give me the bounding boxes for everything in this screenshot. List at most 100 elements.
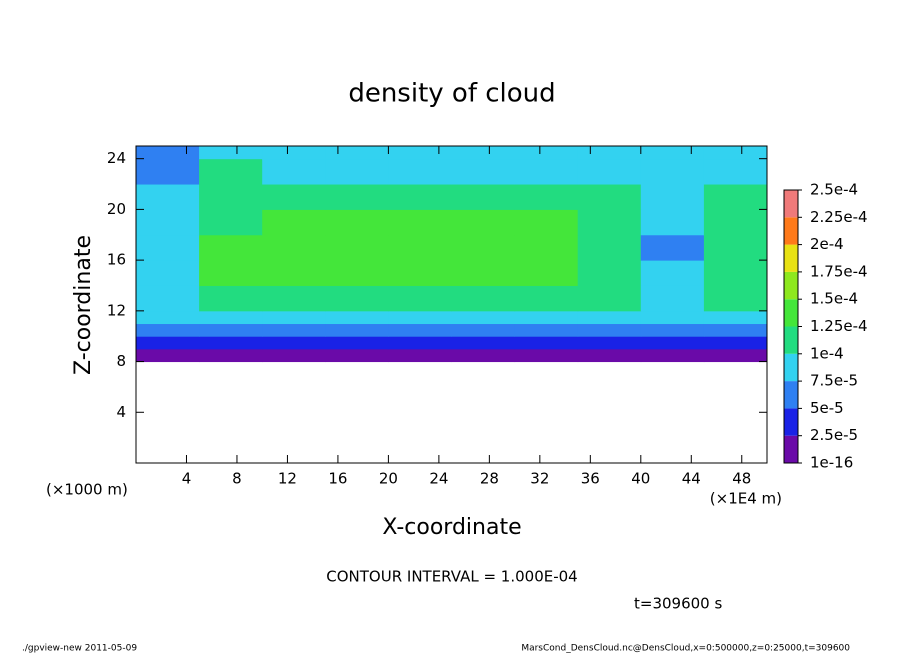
cell bbox=[199, 310, 263, 325]
cell bbox=[199, 336, 263, 350]
cell bbox=[451, 146, 516, 160]
cell bbox=[388, 285, 452, 312]
colorbar-swatch bbox=[784, 353, 798, 382]
cell bbox=[199, 348, 263, 363]
cell bbox=[451, 260, 516, 286]
cell bbox=[451, 336, 516, 350]
cell bbox=[262, 323, 326, 337]
cell bbox=[262, 348, 326, 363]
cell bbox=[514, 184, 579, 210]
cell bbox=[514, 348, 579, 363]
cell bbox=[640, 348, 705, 363]
cell bbox=[577, 348, 642, 363]
cell bbox=[451, 209, 516, 236]
cell bbox=[199, 285, 263, 312]
cell bbox=[703, 336, 768, 350]
cell bbox=[136, 285, 200, 312]
colorbar-swatch bbox=[784, 435, 798, 463]
colorbar-label: 2.5e-4 bbox=[810, 181, 858, 199]
cell bbox=[703, 184, 768, 210]
cell bbox=[703, 348, 768, 363]
cell bbox=[199, 184, 263, 210]
cell bbox=[514, 158, 579, 185]
cell bbox=[325, 323, 389, 337]
cell bbox=[388, 260, 452, 286]
cell bbox=[640, 285, 705, 312]
cell bbox=[577, 260, 642, 286]
footer-right: MarsCond_DensCloud.nc@DensCloud,x=0:5000… bbox=[521, 644, 850, 654]
colorbar-swatch bbox=[784, 190, 798, 218]
cell bbox=[640, 310, 705, 325]
cell bbox=[388, 348, 452, 363]
cell bbox=[703, 158, 768, 185]
x-tick-label: 16 bbox=[328, 470, 347, 488]
cell bbox=[514, 323, 579, 337]
cell bbox=[640, 336, 705, 350]
colorbar-swatch bbox=[784, 271, 798, 300]
cell bbox=[199, 158, 263, 185]
colorbar-label: 5e-5 bbox=[810, 399, 844, 417]
cell bbox=[388, 310, 452, 325]
cell bbox=[640, 146, 705, 160]
x-axis-label: X-coordinate bbox=[382, 515, 521, 540]
cell bbox=[514, 260, 579, 286]
cell bbox=[136, 348, 200, 363]
cell bbox=[325, 158, 389, 185]
cell bbox=[325, 310, 389, 325]
x-tick-label: 44 bbox=[682, 470, 701, 488]
colorbar-swatch bbox=[784, 299, 798, 327]
cell bbox=[640, 184, 705, 210]
cell bbox=[640, 234, 705, 261]
cell bbox=[514, 336, 579, 350]
cell bbox=[577, 146, 642, 160]
cell bbox=[262, 310, 326, 325]
cell bbox=[451, 348, 516, 363]
cell bbox=[199, 323, 263, 337]
cell bbox=[577, 184, 642, 210]
colorbar-label: 7.5e-5 bbox=[810, 372, 858, 390]
cell bbox=[514, 209, 579, 236]
cell bbox=[451, 234, 516, 261]
cell bbox=[703, 209, 768, 236]
cell bbox=[136, 184, 200, 210]
cell bbox=[388, 209, 452, 236]
cell bbox=[136, 158, 200, 185]
cell bbox=[262, 260, 326, 286]
cell bbox=[451, 310, 516, 325]
cell bbox=[136, 146, 200, 160]
cell bbox=[325, 336, 389, 350]
colorbar-swatch bbox=[784, 326, 798, 354]
y-tick-label: 4 bbox=[116, 403, 126, 421]
cell bbox=[136, 336, 200, 350]
cell bbox=[703, 323, 768, 337]
y-unit: (×1000 m) bbox=[46, 481, 128, 499]
y-tick-label: 24 bbox=[107, 149, 126, 167]
cell bbox=[136, 323, 200, 337]
cell bbox=[451, 184, 516, 210]
cell bbox=[262, 184, 326, 210]
cell bbox=[514, 146, 579, 160]
cell bbox=[388, 184, 452, 210]
cell bbox=[703, 285, 768, 312]
cell bbox=[388, 323, 452, 337]
colorbar-swatch bbox=[784, 217, 798, 245]
colorbar-label: 1e-16 bbox=[810, 454, 853, 472]
cell bbox=[388, 336, 452, 350]
cell bbox=[325, 184, 389, 210]
cell bbox=[325, 348, 389, 363]
cell bbox=[262, 209, 326, 236]
cell bbox=[199, 260, 263, 286]
y-tick-label: 8 bbox=[116, 352, 126, 370]
cell bbox=[325, 146, 389, 160]
cell bbox=[703, 260, 768, 286]
cell bbox=[136, 310, 200, 325]
cell bbox=[640, 323, 705, 337]
cell bbox=[325, 209, 389, 236]
plot-frame bbox=[135, 145, 768, 464]
cell bbox=[388, 234, 452, 261]
x-tick-label: 4 bbox=[182, 470, 192, 488]
cell bbox=[199, 146, 263, 160]
colorbar-label: 2.5e-5 bbox=[810, 426, 858, 444]
colorbar-label: 1.25e-4 bbox=[810, 317, 868, 335]
cell bbox=[577, 323, 642, 337]
